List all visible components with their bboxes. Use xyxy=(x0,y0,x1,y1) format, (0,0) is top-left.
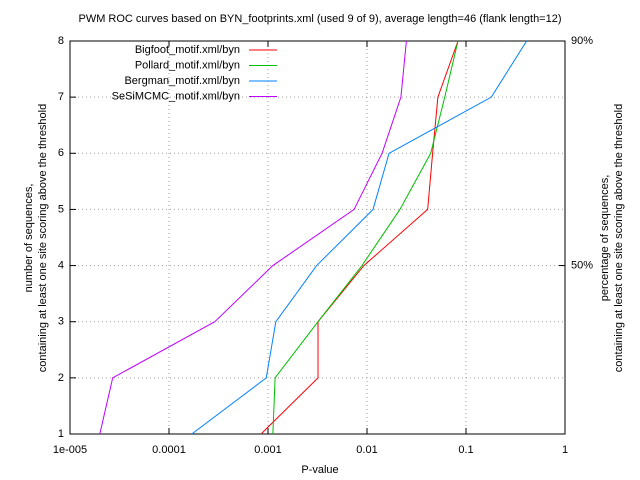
y-axis-label: number of sequences, containing at least… xyxy=(23,104,49,372)
y-tick-label: 2 xyxy=(58,372,64,384)
y-axis-label-line: number of sequences, xyxy=(23,184,35,293)
x-tick-label: 0.1 xyxy=(458,444,473,456)
x-tick-label: 1 xyxy=(562,444,568,456)
y2-tick-label: 90% xyxy=(571,35,593,47)
legend-label: Bergman_motif.xml/byn xyxy=(124,75,240,87)
x-tick-label: 1e-005 xyxy=(53,444,87,456)
x-tick-label: 0.0001 xyxy=(152,444,186,456)
chart-title: PWM ROC curves based on BYN_footprints.x… xyxy=(78,13,561,25)
y-tick-label: 6 xyxy=(58,147,64,159)
x-tick-label: 0.001 xyxy=(254,444,282,456)
y-tick-label: 1 xyxy=(58,428,64,440)
y-tick-label: 7 xyxy=(58,91,64,103)
y-tick-label: 3 xyxy=(58,316,64,328)
x-tick-label: 0.01 xyxy=(356,444,377,456)
series-line xyxy=(260,40,459,435)
y2-tick-label: 50% xyxy=(571,259,593,271)
series-line xyxy=(191,40,528,435)
y2-axis-label: percentage of sequences, containing at l… xyxy=(599,104,625,372)
x-axis-label: P-value xyxy=(301,464,338,476)
y-tick-label: 4 xyxy=(58,259,64,271)
series-line xyxy=(99,40,407,435)
y-tick-label: 5 xyxy=(58,203,64,215)
y-axis-label-line: containing at least one site scoring abo… xyxy=(37,104,49,372)
plot-border xyxy=(69,40,566,435)
legend-label: SeSiMCMC_motif.xml/byn xyxy=(112,90,240,102)
y-tick-label: 8 xyxy=(58,35,64,47)
series-line xyxy=(272,40,459,435)
y2-axis-label-line: containing at least one site scoring abo… xyxy=(613,104,625,372)
y2-axis-label-line: percentage of sequences, xyxy=(599,175,611,302)
legend-label: Pollard_motif.xml/byn xyxy=(135,59,240,71)
legend-label: Bigfoot_motif.xml/byn xyxy=(135,44,240,56)
